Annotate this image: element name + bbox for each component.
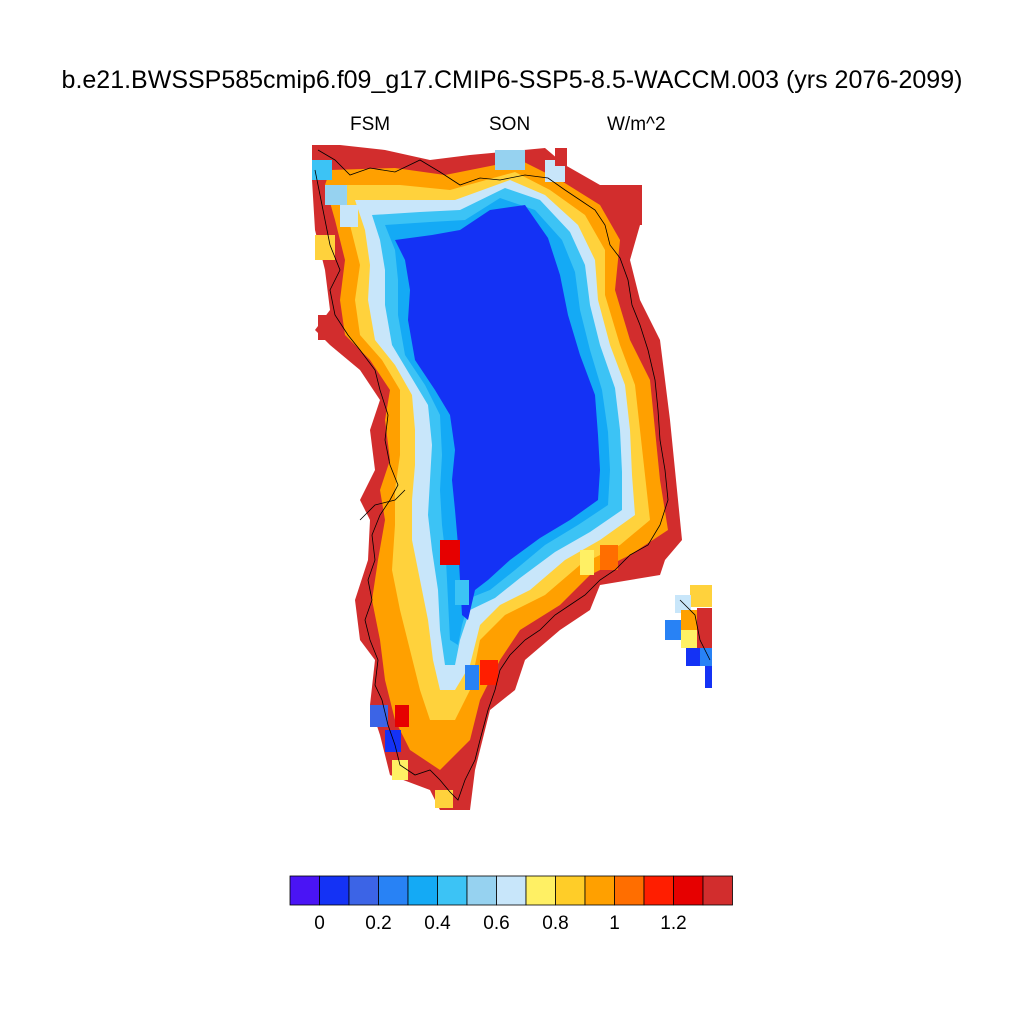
colorbar-tick-label: 0.6 bbox=[483, 913, 509, 934]
right-string: W/m^2 bbox=[607, 114, 666, 135]
colorbar-swatch bbox=[437, 875, 468, 906]
colorbar-swatch bbox=[525, 875, 556, 906]
left-string: FSM bbox=[350, 114, 391, 135]
colorbar-swatch bbox=[555, 875, 586, 906]
plot-title: b.e21.BWSSP585cmip6.f09_g17.CMIP6-SSP5-8… bbox=[61, 66, 963, 94]
colorbar-swatch bbox=[378, 875, 409, 906]
ice-sheet-gradient bbox=[355, 180, 635, 690]
colorbar-swatch bbox=[584, 875, 615, 906]
colorbar-swatch bbox=[702, 875, 733, 906]
colorbar-swatch bbox=[673, 875, 704, 906]
center-string: SON bbox=[489, 114, 531, 135]
colorbar-swatch bbox=[643, 875, 674, 906]
colorbar-tick-label: 0.4 bbox=[424, 913, 451, 934]
colorbar-swatch bbox=[348, 875, 379, 906]
colorbar-swatch bbox=[466, 875, 497, 906]
colorbar-swatch bbox=[289, 875, 320, 906]
colorbar-swatch bbox=[319, 875, 350, 906]
colorbar-tick-label: 1 bbox=[609, 913, 620, 934]
colorbar-swatch bbox=[496, 875, 527, 906]
colorbar-swatch bbox=[614, 875, 645, 906]
coastline bbox=[314, 149, 711, 801]
colorbar-tick-label: 0.2 bbox=[365, 913, 391, 934]
iceland-cells bbox=[665, 585, 712, 688]
colorbar-tick-label: 0.8 bbox=[542, 913, 568, 934]
colorbar-swatch bbox=[407, 875, 438, 906]
colorbar-tick-label: 1.2 bbox=[660, 913, 686, 934]
colorbar-tick-label: 0 bbox=[314, 913, 325, 934]
scattered-cells bbox=[312, 148, 642, 808]
